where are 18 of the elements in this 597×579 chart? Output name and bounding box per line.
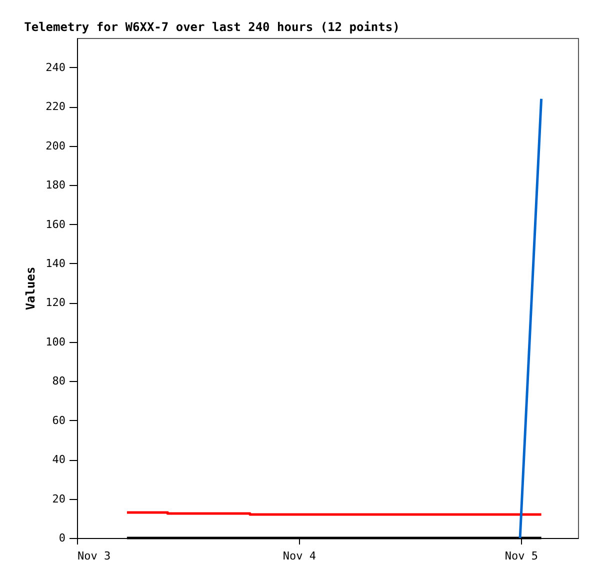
chart-title: Telemetry for W6XX-7 over last 240 hours (12 points): [24, 20, 400, 34]
x-tick-label: Nov 5: [504, 550, 538, 562]
y-tick-label: 180: [46, 178, 66, 192]
y-axis-title: Values: [24, 266, 38, 310]
y-tick-label: 240: [46, 60, 66, 74]
y-tick-label: 60: [52, 414, 66, 427]
x-tick-label: Nov 3: [78, 550, 111, 562]
y-tick-label: 200: [46, 139, 66, 152]
y-tick-label: 140: [46, 256, 66, 270]
y-tick-label: 0: [58, 532, 66, 544]
y-tick-label: 20: [52, 492, 66, 506]
y-tick-label: 100: [46, 335, 66, 348]
y-tick-label: 220: [46, 100, 66, 114]
x-tick-label: Nov 4: [282, 550, 316, 562]
y-tick-label: 120: [46, 296, 66, 310]
y-tick-label: 40: [52, 453, 66, 466]
y-tick-label: 160: [46, 218, 66, 231]
y-tick-label: 80: [52, 374, 66, 388]
